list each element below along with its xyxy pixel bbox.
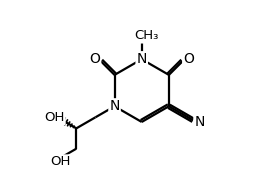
Text: OH: OH [50, 155, 70, 168]
Text: CH₃: CH₃ [135, 29, 159, 42]
Text: O: O [183, 52, 194, 66]
Text: N: N [109, 99, 120, 113]
Text: N: N [136, 52, 147, 66]
Text: O: O [89, 52, 100, 66]
Text: N: N [194, 115, 205, 129]
Text: OH: OH [44, 111, 65, 124]
